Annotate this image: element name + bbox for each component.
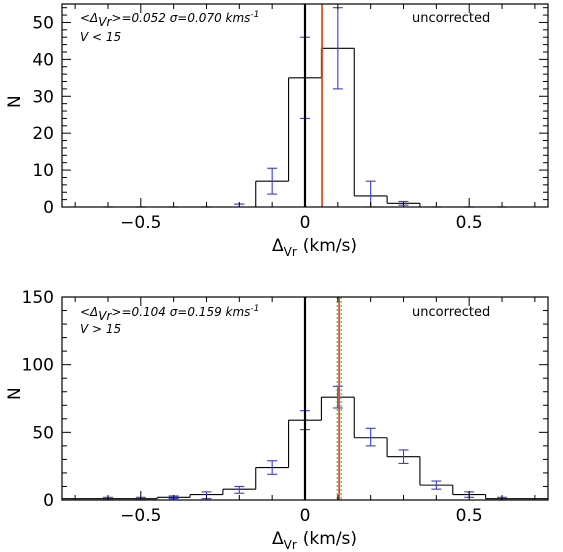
- bottom-x-tick-label: 0.5: [456, 506, 483, 526]
- top-stats-annotation: <ΔVr>=0.052 σ=0.070 kms-1: [80, 10, 259, 29]
- top-histogram-marks: [62, 4, 548, 208]
- top-y-tick-label: 50: [32, 13, 54, 33]
- top-x-tick-label: −0.5: [120, 213, 161, 233]
- bottom-stats-annotation: <ΔVr>=0.104 σ=0.159 kms-1: [80, 304, 259, 323]
- bottom-error-bar: [365, 427, 376, 447]
- bottom-y-tick-label: 0: [43, 491, 54, 511]
- top-y-tick-label: 0: [43, 198, 54, 218]
- bottom-error-bar: [234, 485, 245, 494]
- bottom-y-tick-label: 100: [22, 356, 54, 376]
- top-magnitude-annotation: V < 15: [80, 30, 121, 44]
- bottom-error-bar: [398, 449, 409, 465]
- top-y-tick-label: 30: [32, 87, 54, 107]
- bottom-error-bar: [431, 480, 442, 490]
- top-x-axis-label: ΔVr (km/s): [272, 236, 357, 259]
- bottom-histogram-marks: [61, 297, 548, 501]
- bottom-corner-label: uncorrected: [412, 305, 490, 320]
- bottom-x-tick-label: 0: [300, 506, 311, 526]
- top-corner-label: uncorrected: [412, 11, 490, 26]
- top-y-axis-label: N: [5, 95, 25, 108]
- top-histogram-panel: −0.5 0 0.5 0 10 20 30 40 50 <ΔVr>=0.052 σ=0.070 …: [5, 3, 549, 259]
- top-x-tick-label: 0: [300, 213, 311, 233]
- bottom-magnitude-annotation: V > 15: [80, 322, 121, 336]
- top-y-tick-label: 10: [32, 161, 54, 181]
- bottom-y-axis-label: N: [5, 387, 25, 400]
- top-y-tick-label: 20: [32, 124, 54, 144]
- bottom-axis-ticks: −0.5 0 0.5 0 50 100 150: [22, 288, 548, 526]
- top-y-tick-label: 40: [32, 50, 54, 70]
- top-axis-ticks: −0.5 0 0.5 0 10 20 30 40 50: [32, 4, 548, 233]
- bottom-y-tick-label: 150: [22, 288, 54, 308]
- bottom-y-tick-label: 50: [32, 423, 54, 443]
- top-x-tick-label: 0.5: [456, 213, 483, 233]
- bottom-x-tick-label: −0.5: [120, 506, 161, 526]
- bottom-histogram-panel: −0.5 0 0.5 0 50 100 150 <ΔVr>=0.104 σ=0.159 km…: [5, 288, 549, 552]
- bottom-error-bar: [267, 460, 278, 475]
- bottom-x-axis-label: ΔVr (km/s): [272, 529, 357, 552]
- top-error-bar: [267, 167, 278, 195]
